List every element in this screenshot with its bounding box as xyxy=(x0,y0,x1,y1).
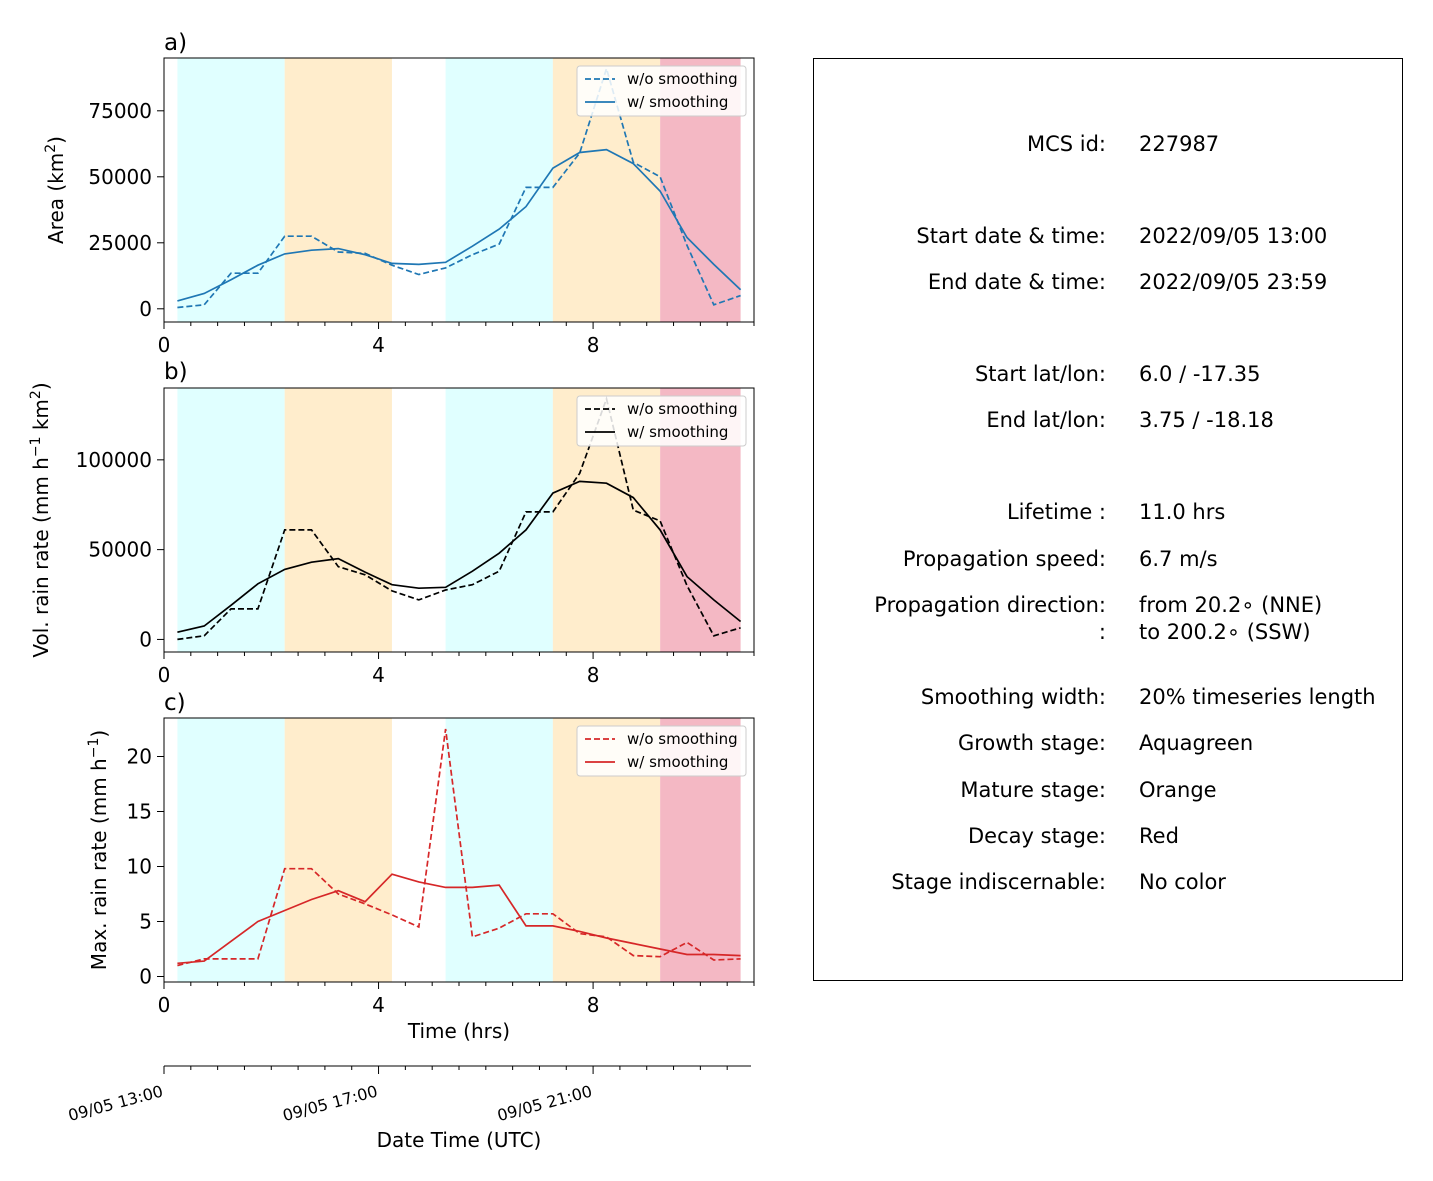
end-time-label: End date & time: xyxy=(927,270,1106,294)
start-time-value: 2022/09/05 13:00 xyxy=(1139,224,1328,248)
legend-box xyxy=(576,65,747,117)
y-tick-label: 0 xyxy=(139,627,152,651)
stage-band-growth xyxy=(177,718,285,982)
legend-label: w/ smoothing xyxy=(627,753,728,771)
series-line-smoothed xyxy=(177,148,742,302)
start-latlon-label: Start lat/lon: xyxy=(974,362,1106,386)
series-line-raw xyxy=(177,395,741,641)
date-tick-label: 09/05 21:00 xyxy=(495,1082,594,1126)
x-tick-label: 4 xyxy=(372,993,385,1017)
start-latlon-value: 6.0 / -17.35 xyxy=(1139,362,1261,386)
smoothing-label: Smoothing width: xyxy=(920,685,1106,709)
x-tick-label: 8 xyxy=(587,663,600,687)
stage-band-growth xyxy=(445,388,553,652)
legend-label: w/o smoothing xyxy=(627,730,738,748)
x-tick-label: 4 xyxy=(372,663,385,687)
legend: w/o smoothing w/ smoothing xyxy=(576,65,747,117)
x-tick-label: 8 xyxy=(587,993,600,1017)
stage-band-growth xyxy=(177,388,285,652)
date-axis-label: Date Time (UTC) xyxy=(377,1128,542,1152)
y-tick-label: 0 xyxy=(139,965,152,989)
mcs-id-label: MCS id: xyxy=(1026,132,1106,156)
info-panel: MCS id: 227987 Start date & time: 2022/0… xyxy=(813,58,1403,981)
panel-c: 0 4 8 0 5 10 15 20 c) Max. rain rate (mm h−1) Time… xyxy=(86,690,755,1043)
series-line-smoothed xyxy=(177,480,742,634)
stage-band-mature xyxy=(284,388,392,652)
decay-stage-value: Red xyxy=(1139,824,1179,848)
panel-b: 0 4 8 0 50000 100000 b) Vol. rain rate (mm h−1 … xyxy=(28,359,755,687)
y-axis-label: Max. rain rate (mm h−1) xyxy=(86,730,111,970)
x-axis-label: Time (hrs) xyxy=(407,1019,510,1043)
y-axis-label: Vol. rain rate (mm h−1 km2) xyxy=(28,382,53,657)
stage-band-growth xyxy=(445,718,553,982)
panel-label: c) xyxy=(164,690,186,716)
mature-stage-label: Mature stage: xyxy=(960,778,1106,802)
end-latlon-label: End lat/lon: xyxy=(986,408,1106,432)
smoothing-value: 20% timeseries length xyxy=(1139,685,1376,709)
x-tick-label: 0 xyxy=(158,333,171,357)
mcs-id-value: 227987 xyxy=(1139,132,1220,156)
y-tick-label: 20 xyxy=(127,745,152,769)
legend-box xyxy=(576,395,747,447)
growth-stage-value: Aquagreen xyxy=(1139,731,1254,755)
lifetime-label: Lifetime : xyxy=(1006,500,1106,524)
end-latlon-value: 3.75 / -18.18 xyxy=(1139,408,1274,432)
y-tick-label: 0 xyxy=(139,297,152,321)
y-tick-label: 100000 xyxy=(76,448,152,472)
stage-band-growth xyxy=(445,58,553,322)
stage-band-growth xyxy=(177,58,285,322)
direction-to-value: to 200.2∘ (SSW) xyxy=(1139,620,1311,644)
y-tick-label: 5 xyxy=(139,910,152,934)
mature-stage-value: Orange xyxy=(1139,778,1217,802)
panel-a: 0 4 8 0 25000 50000 75000 a) Area (km2) w/o smoot… xyxy=(43,30,755,357)
date-tick-label: 09/05 17:00 xyxy=(281,1082,380,1126)
speed-value: 6.7 m/s xyxy=(1139,547,1218,571)
direction-label: Propagation direction: xyxy=(874,593,1106,617)
legend-label: w/o smoothing xyxy=(627,400,738,418)
end-time-value: 2022/09/05 23:59 xyxy=(1139,270,1328,294)
direction-colon: : xyxy=(1098,620,1106,644)
x-tick-label: 4 xyxy=(372,333,385,357)
start-time-label: Start date & time: xyxy=(916,224,1106,248)
indiscernable-stage-label: Stage indiscernable: xyxy=(891,870,1106,894)
date-tick-label: 09/05 13:00 xyxy=(66,1082,165,1126)
y-tick-label: 10 xyxy=(127,855,152,879)
series-line-raw xyxy=(177,728,741,967)
indiscernable-stage-value: No color xyxy=(1139,870,1226,894)
lifetime-value: 11.0 hrs xyxy=(1139,500,1226,524)
y-tick-label: 75000 xyxy=(88,99,152,123)
y-tick-label: 15 xyxy=(127,800,152,824)
legend-label: w/ smoothing xyxy=(627,93,728,111)
legend-label: w/ smoothing xyxy=(627,423,728,441)
stage-band-mature xyxy=(284,58,392,322)
legend: w/o smoothing w/ smoothing xyxy=(576,725,747,777)
growth-stage-label: Growth stage: xyxy=(957,731,1106,755)
decay-stage-label: Decay stage: xyxy=(968,824,1106,848)
legend: w/o smoothing w/ smoothing xyxy=(576,395,747,447)
panel-label: a) xyxy=(164,30,187,56)
speed-label: Propagation speed: xyxy=(902,547,1106,571)
y-axis-label: Area (km2) xyxy=(43,136,68,244)
series-line-raw xyxy=(177,65,741,309)
x-tick-label: 8 xyxy=(587,333,600,357)
x-tick-label: 0 xyxy=(158,663,171,687)
direction-from-value: from 20.2∘ (NNE) xyxy=(1139,593,1323,617)
stage-band-mature xyxy=(284,718,392,982)
legend-box xyxy=(576,725,747,777)
series-line-smoothed xyxy=(177,873,741,965)
y-tick-label: 50000 xyxy=(88,538,152,562)
y-tick-label: 50000 xyxy=(88,165,152,189)
legend-label: w/o smoothing xyxy=(627,70,738,88)
x-tick-label: 0 xyxy=(158,993,171,1017)
y-tick-label: 25000 xyxy=(88,231,152,255)
panel-label: b) xyxy=(164,359,188,385)
